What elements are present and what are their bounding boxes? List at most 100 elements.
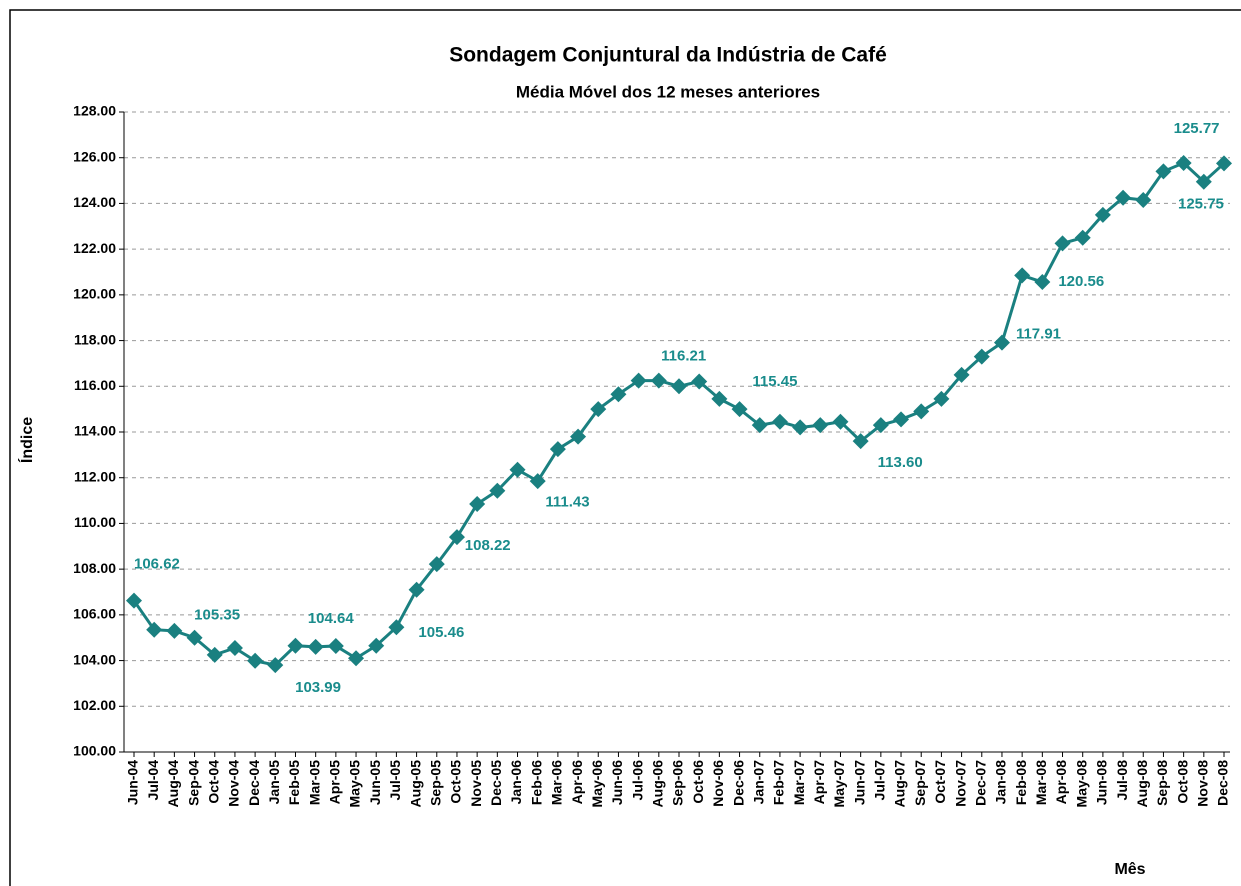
data-label: 120.56 <box>1058 273 1104 290</box>
x-tick-label: Aug-06 <box>650 760 666 808</box>
x-tick-label: Nov-07 <box>952 760 968 807</box>
marker <box>1135 192 1152 208</box>
x-tick-label: Dec-06 <box>730 760 746 806</box>
y-axis-label: Índice <box>17 417 36 463</box>
x-axis-label: Mês <box>1114 861 1145 878</box>
marker <box>489 482 506 499</box>
x-tick-label: Jul-04 <box>145 760 161 801</box>
x-tick-label: Mar-05 <box>306 760 322 805</box>
x-tick-label: Nov-08 <box>1195 760 1211 807</box>
marker <box>953 366 970 383</box>
chart-subtitle: Média Móvel dos 12 meses anteriores <box>516 82 820 101</box>
data-label: 103.99 <box>295 679 341 696</box>
x-tick-label: Jul-08 <box>1114 760 1130 801</box>
marker <box>590 401 607 418</box>
y-tick-label: 122.00 <box>73 240 116 256</box>
data-label: 106.62 <box>134 556 180 573</box>
y-tick-label: 104.00 <box>73 651 116 667</box>
marker <box>731 401 748 418</box>
marker <box>973 348 990 365</box>
marker <box>186 629 203 646</box>
x-tick-label: Jun-07 <box>851 760 867 805</box>
x-tick-label: Dec-08 <box>1215 760 1231 806</box>
x-tick-label: Mar-07 <box>791 760 807 805</box>
x-tick-label: Nov-04 <box>226 760 242 807</box>
y-tick-label: 116.00 <box>74 377 116 393</box>
marker <box>570 428 587 445</box>
marker <box>327 637 344 654</box>
chart-frame <box>9 9 1241 886</box>
marker <box>993 334 1010 351</box>
y-tick-label: 106.00 <box>73 606 116 622</box>
marker <box>1054 235 1071 252</box>
x-tick-label: Aug-05 <box>407 760 423 808</box>
data-label: 125.77 <box>1174 120 1220 137</box>
marker <box>671 378 687 395</box>
x-tick-label: May-08 <box>1073 760 1089 808</box>
chart-title: Sondagem Conjuntural da Indústria de Caf… <box>449 44 887 67</box>
x-tick-label: Nov-05 <box>468 760 484 807</box>
y-tick-label: 102.00 <box>73 697 116 713</box>
x-tick-label: Oct-06 <box>690 760 706 804</box>
x-tick-label: May-06 <box>589 760 605 808</box>
marker <box>771 413 788 430</box>
marker <box>448 529 465 546</box>
marker <box>610 386 627 403</box>
marker <box>1175 154 1192 171</box>
x-tick-label: Jan-06 <box>508 760 524 805</box>
x-tick-label: Aug-04 <box>165 760 181 808</box>
y-tick-label: 120.00 <box>73 286 116 302</box>
x-tick-label: Apr-05 <box>327 760 343 805</box>
marker <box>247 652 264 669</box>
x-tick-label: Jan-07 <box>750 760 766 805</box>
x-tick-label: May-07 <box>831 760 847 808</box>
y-tick-label: 112.00 <box>74 468 116 484</box>
marker <box>650 372 667 389</box>
marker <box>751 417 768 434</box>
marker <box>267 657 284 674</box>
marker <box>792 419 809 436</box>
x-tick-label: Apr-06 <box>569 760 585 805</box>
x-tick-label: Mar-06 <box>549 760 565 805</box>
marker <box>166 622 183 639</box>
x-tick-label: Apr-07 <box>811 760 827 805</box>
marker <box>428 556 445 573</box>
marker <box>1155 163 1172 180</box>
data-label: 116.21 <box>661 347 706 364</box>
y-tick-label: 110.00 <box>74 514 116 530</box>
marker <box>872 417 889 434</box>
data-label: 105.46 <box>418 624 464 641</box>
marker <box>1195 173 1212 190</box>
marker <box>630 372 647 389</box>
x-tick-label: Dec-07 <box>972 760 988 806</box>
marker <box>1034 274 1051 291</box>
marker <box>529 473 546 490</box>
marker <box>1014 267 1031 284</box>
marker <box>549 441 566 458</box>
x-tick-label: Jan-08 <box>993 760 1009 805</box>
x-tick-label: Oct-05 <box>448 760 464 804</box>
y-tick-label: 114.00 <box>74 423 116 439</box>
data-label: 117.91 <box>1016 326 1061 343</box>
marker <box>1094 206 1111 223</box>
x-tick-label: Aug-08 <box>1134 760 1150 808</box>
marker <box>1074 229 1091 246</box>
data-label: 115.45 <box>752 373 797 390</box>
marker <box>691 373 708 390</box>
x-tick-label: Oct-08 <box>1174 760 1190 804</box>
marker <box>1115 189 1132 206</box>
y-tick-label: 126.00 <box>73 148 116 164</box>
x-tick-label: Sep-04 <box>185 760 201 806</box>
x-tick-label: Jul-07 <box>872 760 888 801</box>
x-tick-label: Feb-07 <box>771 760 787 805</box>
marker <box>206 646 223 663</box>
data-label: 111.43 <box>545 494 589 511</box>
marker <box>368 637 385 654</box>
y-tick-label: 108.00 <box>73 560 116 576</box>
marker <box>893 411 910 428</box>
x-tick-label: Oct-07 <box>932 760 948 804</box>
marker <box>913 403 930 420</box>
x-tick-label: Sep-07 <box>912 760 928 806</box>
x-tick-label: Dec-05 <box>488 760 504 806</box>
